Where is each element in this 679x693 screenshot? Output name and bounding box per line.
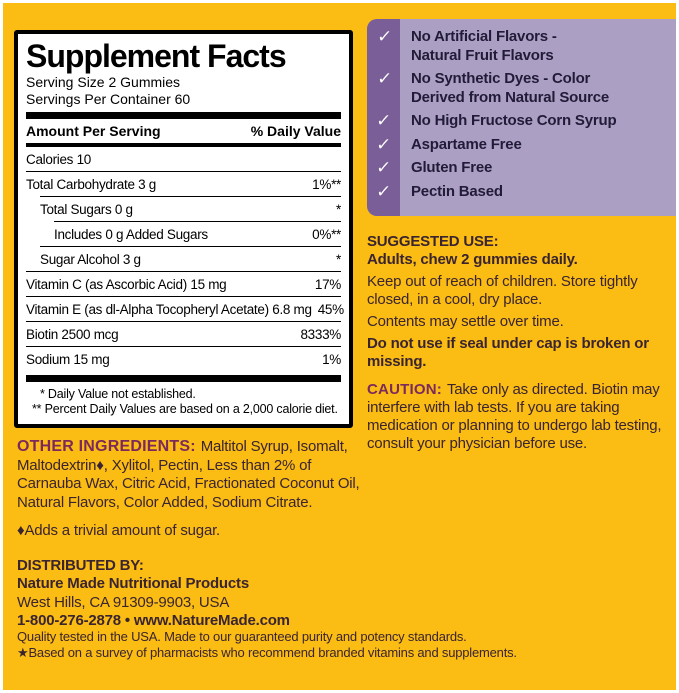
serving-size: Serving Size 2 Gummies [26,74,181,90]
divider-thick [26,112,341,119]
suggested-use-heading: SUGGESTED USE: [367,233,499,250]
benefits-panel: ✓ No Artificial Flavors - Natural Fruit … [367,19,676,216]
footer: Quality tested in the USA. Made to our g… [17,629,667,660]
header-daily-value: % Daily Value [250,123,341,139]
table-row: Calories 10 [26,152,91,167]
benefit-label: No Artificial Flavors - Natural Fruit Fl… [411,28,557,64]
benefits-check-strip [367,19,400,216]
settle-note: Contents may settle over time. [367,313,564,330]
footnote-percent-dv: ** Percent Daily Values are based on a 2… [32,402,338,416]
table-header: Amount Per Serving % Daily Value [26,119,341,143]
table-row: Total Carbohydrate 3 g 1%** [26,171,341,196]
other-ingredients-text: Maltitol Syrup, Isomalt, Maltodextrin♦, … [17,438,360,511]
distributed-by-heading: DISTRIBUTED BY: [17,556,144,574]
check-icon: ✓ [375,181,392,201]
list-item: ✓ Gluten Free [367,158,670,178]
list-item: ✓ No Synthetic Dyes - Color Derived from… [367,69,670,107]
table-row: Vitamin E (as dl-Alpha Tocopheryl Acetat… [26,296,344,321]
benefit-label: Aspartame Free [411,135,522,153]
table-row: Biotin 2500 mcg 8333% [26,321,341,346]
check-icon: ✓ [375,158,392,177]
header-amount-per-serving: Amount Per Serving [26,123,161,139]
benefit-label: No Synthetic Dyes - Color Derived from N… [411,70,609,106]
table-row: Sugar Alcohol 3 g * [40,246,341,271]
supplement-facts-panel: Supplement Facts Serving Size 2 Gummies … [14,30,353,428]
storage-instructions: Keep out of reach of children. Store tig… [367,273,638,308]
table-row: Vitamin C (as Ascorbic Acid) 15 mg 17% [26,271,341,296]
nutrition-table: Calories 10 Total Carbohydrate 3 g 1%** … [26,147,344,371]
check-icon: ✓ [375,111,392,130]
table-row: Sodium 15 mg 1% [26,346,341,371]
distributor-address: West Hills, CA 91309-9903, USA [17,593,230,611]
list-item: ✓ No Artificial Flavors - Natural Fruit … [367,27,670,65]
table-row: Total Sugars 0 g * [40,196,341,221]
list-item: ✓ Pectin Based [367,181,670,202]
divider-thick [26,375,341,382]
distributor-company: Nature Made Nutritional Products [17,575,249,592]
benefit-label: Gluten Free [411,159,493,176]
suggested-use-directions: Adults, chew 2 gummies daily. [367,251,578,268]
list-item: ✓ Aspartame Free [367,134,670,155]
ingredients-column: OTHER INGREDIENTS: Maltitol Syrup, Isomal… [17,438,365,631]
benefit-label: No High Fructose Corn Syrup [411,112,617,129]
check-icon: ✓ [376,27,393,46]
other-ingredients-heading: OTHER INGREDIENTS: [17,438,196,455]
table-row: Includes 0 g Added Sugars 0%** [54,221,341,246]
pharmacist-survey-note: ★Based on a survey of pharmacists who re… [17,644,517,660]
other-ingredients-paragraph: OTHER INGREDIENTS: Maltitol Syrup, Isomal… [17,438,365,512]
servings-per-container: Servings Per Container 60 [26,91,191,107]
check-icon: ✓ [376,69,393,88]
distributor-phone-web: 1-800-276-2878 • www.NatureMade.com [17,612,290,629]
seal-warning: Do not use if seal under cap is broken o… [367,335,649,370]
sugar-note: ♦Adds a trivial amount of sugar. [17,522,221,539]
supplement-facts-title: Supplement Facts [26,38,287,74]
caution-text: Take only as directed. Biotin may interf… [367,381,662,452]
quality-statement: Quality tested in the USA. Made to our g… [17,629,467,644]
divider-medium [26,143,341,147]
usage-column: SUGGESTED USE: Adults, chew 2 gummies da… [367,233,669,453]
benefit-label: Pectin Based [411,182,503,200]
check-icon: ✓ [375,134,392,154]
list-item: ✓ No High Fructose Corn Syrup [367,111,670,131]
footnote-daily-value: * Daily Value not established. [40,387,196,401]
caution-heading: CAUTION: [367,381,442,398]
caution-paragraph: CAUTION: Take only as directed. Biotin ma… [367,381,669,453]
